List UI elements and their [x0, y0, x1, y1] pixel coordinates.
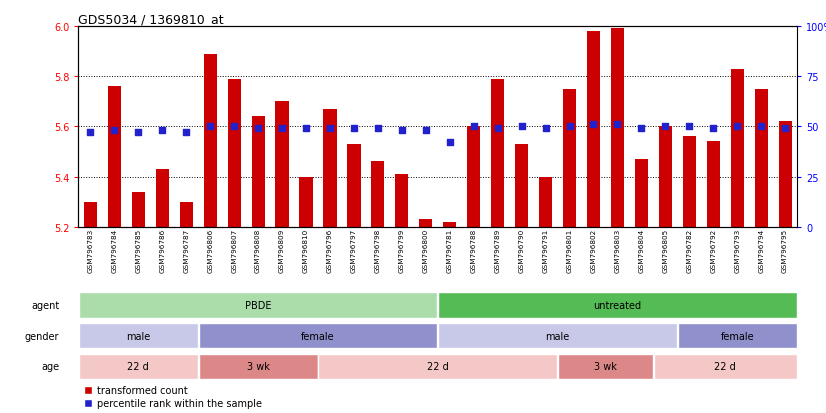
Bar	[755, 90, 767, 227]
Bar	[491, 79, 504, 227]
Text: gender: gender	[25, 331, 59, 341]
Bar	[635, 159, 648, 227]
Text: male: male	[126, 331, 150, 341]
Point	[323, 126, 337, 132]
Text: 22 d: 22 d	[714, 361, 736, 371]
Text: female: female	[720, 331, 754, 341]
Point	[395, 128, 408, 134]
Text: female: female	[301, 331, 335, 341]
Bar	[252, 117, 264, 227]
Text: agent: agent	[31, 300, 59, 310]
Point	[347, 126, 360, 132]
Bar	[659, 127, 672, 227]
Bar	[324, 109, 336, 227]
Bar	[558, 354, 653, 379]
Bar	[396, 175, 408, 227]
Bar	[468, 127, 480, 227]
Bar	[372, 162, 384, 227]
Bar	[731, 69, 743, 227]
Point	[468, 124, 481, 131]
Text: 22 d: 22 d	[127, 361, 150, 371]
Bar	[300, 177, 312, 227]
Point	[443, 140, 456, 146]
Bar	[439, 323, 676, 349]
Point	[107, 128, 121, 134]
Point	[251, 126, 264, 132]
Point	[155, 128, 169, 134]
Point	[539, 126, 552, 132]
Bar	[108, 87, 121, 227]
Bar	[515, 145, 528, 227]
Bar	[276, 102, 288, 227]
Bar	[79, 292, 437, 318]
Bar	[587, 32, 600, 227]
Bar	[319, 354, 557, 379]
Bar	[199, 323, 437, 349]
Point	[300, 126, 313, 132]
Text: PBDE: PBDE	[244, 300, 272, 310]
Bar	[678, 323, 796, 349]
Point	[730, 124, 743, 131]
Bar	[444, 222, 456, 227]
Point	[228, 124, 241, 131]
Bar	[79, 354, 197, 379]
Bar	[707, 142, 719, 227]
Bar	[199, 354, 317, 379]
Bar	[156, 170, 169, 227]
Point	[372, 126, 385, 132]
Point	[682, 124, 695, 131]
Bar	[228, 79, 240, 227]
Bar	[84, 202, 97, 227]
Bar	[348, 145, 360, 227]
Point	[707, 126, 720, 132]
Point	[610, 122, 624, 128]
Bar	[539, 177, 552, 227]
Point	[419, 128, 433, 134]
Text: GDS5034 / 1369810_at: GDS5034 / 1369810_at	[78, 13, 224, 26]
Point	[84, 130, 97, 136]
Text: age: age	[41, 361, 59, 371]
Text: 3 wk: 3 wk	[594, 361, 617, 371]
Point	[491, 126, 504, 132]
Bar	[654, 354, 796, 379]
Text: 3 wk: 3 wk	[247, 361, 269, 371]
Point	[515, 124, 529, 131]
Bar	[563, 90, 576, 227]
Text: untreated: untreated	[593, 300, 642, 310]
Text: male: male	[545, 331, 570, 341]
Point	[131, 130, 145, 136]
Bar	[439, 292, 796, 318]
Point	[659, 124, 672, 131]
Point	[586, 122, 600, 128]
Bar	[779, 122, 791, 227]
Point	[179, 130, 192, 136]
Bar	[683, 137, 695, 227]
Point	[203, 124, 216, 131]
Legend: transformed count, percentile rank within the sample: transformed count, percentile rank withi…	[83, 385, 262, 408]
Bar	[79, 323, 197, 349]
Point	[754, 124, 767, 131]
Point	[275, 126, 289, 132]
Bar	[611, 29, 624, 227]
Bar	[180, 202, 192, 227]
Bar	[204, 55, 216, 227]
Point	[634, 126, 648, 132]
Bar	[420, 220, 432, 227]
Bar	[132, 192, 145, 227]
Point	[563, 124, 577, 131]
Text: 22 d: 22 d	[427, 361, 449, 371]
Point	[778, 126, 791, 132]
